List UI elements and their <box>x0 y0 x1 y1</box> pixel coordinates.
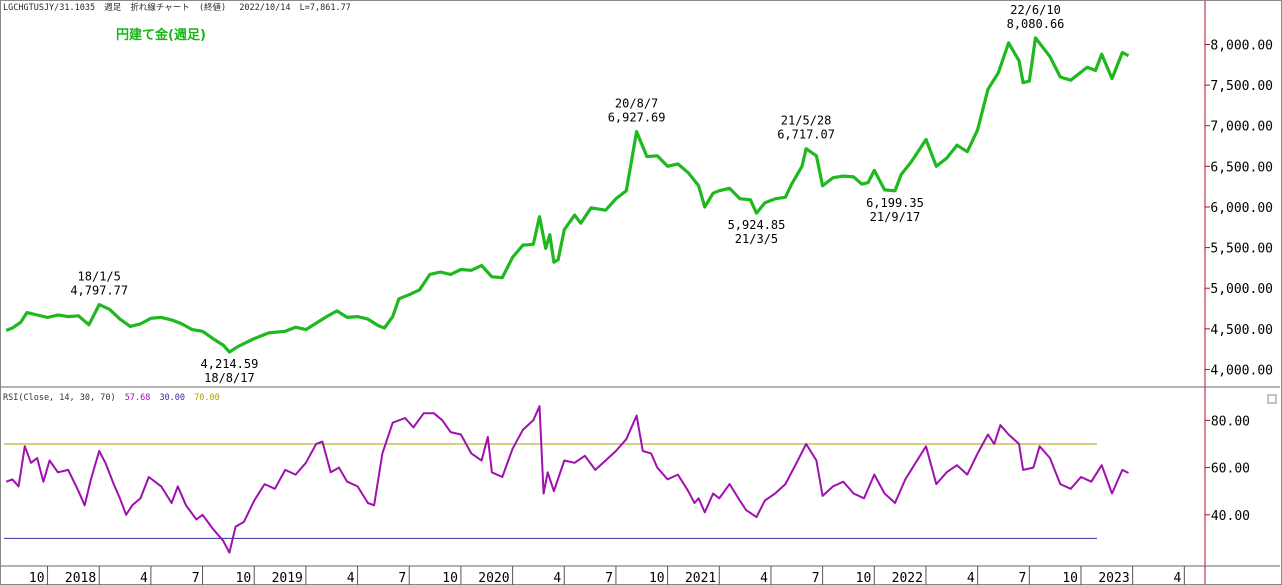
price-tick-label: 7,500.00 <box>1210 79 1273 94</box>
annotation-text: 6,199.35 <box>866 196 924 210</box>
annotation-text: 18/8/17 <box>204 371 255 385</box>
rsi-lower: 30.00 <box>159 393 185 403</box>
annotation-text: 21/3/5 <box>735 232 778 246</box>
header-symbol: LGCHGTUSJY/31.1035 <box>3 3 95 13</box>
rsi-tick-label: 80.00 <box>1211 414 1250 429</box>
price-tick-label: 4,500.00 <box>1210 323 1273 338</box>
annotation-text: 22/6/10 <box>1010 3 1061 17</box>
chart-header: LGCHGTUSJY/31.1035 週足 折れ線チャート (終値) 2022/… <box>3 2 351 13</box>
price-annotation: 21/5/286,717.07 <box>777 114 835 142</box>
annotation-text: 6,927.69 <box>608 111 666 125</box>
annotation-text: 20/8/7 <box>615 97 658 111</box>
header-price-kind: (終値) <box>199 2 226 13</box>
x-tick-label: 4 <box>140 571 148 585</box>
chart-title: 円建て金(週足) <box>116 27 206 43</box>
annotation-text: 4,797.77 <box>70 284 128 298</box>
x-tick-label: 2020 <box>478 571 509 585</box>
header-chart-kind: 折れ線チャート <box>130 2 189 13</box>
rsi-header: RSI(Close, 14, 30, 70) 57.68 30.00 70.00 <box>3 393 220 403</box>
annotation-text: 21/9/17 <box>870 210 921 224</box>
x-tick-label: 10 <box>442 571 458 585</box>
annotation-text: 8,080.66 <box>1007 17 1065 31</box>
x-tick-label: 10 <box>236 571 252 585</box>
price-tick-label: 6,500.00 <box>1210 160 1273 175</box>
header-last-date: 2022/10/14 <box>239 3 290 13</box>
x-tick-label: 4 <box>760 571 768 585</box>
annotation-text: 4,214.59 <box>201 357 259 371</box>
x-tick-label: 7 <box>812 571 820 585</box>
x-tick-label: 2018 <box>65 571 96 585</box>
x-tick-label: 4 <box>553 571 561 585</box>
x-tick-label: 2023 <box>1098 571 1129 585</box>
rsi-corner-box <box>1267 394 1277 404</box>
price-tick-label: 5,500.00 <box>1210 242 1273 257</box>
rsi-upper: 70.00 <box>194 393 220 403</box>
price-y-axis: 4,000.00 4,500.00 5,000.00 5,500.00 6,000.00… <box>1205 38 1273 378</box>
price-series-line <box>5 36 1130 354</box>
x-tick-label: 2021 <box>685 571 716 585</box>
x-tick-label: 2019 <box>272 571 303 585</box>
price-tick-label: 7,000.00 <box>1210 120 1273 135</box>
rsi-y-axis: 40.00 60.00 80.00 <box>1205 414 1250 524</box>
x-tick-label: 7 <box>398 571 406 585</box>
x-axis: 10 2018 4 7 10 2019 4 7 10 2020 4 7 10 2021 4 7 10 2022 4 7… <box>29 566 1185 585</box>
x-tick-label: 2022 <box>892 571 923 585</box>
x-tick-label: 4 <box>967 571 975 585</box>
price-tick-label: 4,000.00 <box>1210 363 1273 378</box>
rsi-label: RSI(Close, 14, 30, 70) <box>3 393 116 403</box>
rsi-plot <box>4 405 1129 554</box>
price-tick-label: 6,000.00 <box>1210 201 1273 216</box>
annotation-text: 18/1/5 <box>78 270 121 284</box>
rsi-value: 57.68 <box>125 393 151 403</box>
rsi-tick-label: 40.00 <box>1211 509 1250 524</box>
x-tick-label: 7 <box>192 571 200 585</box>
x-tick-label: 10 <box>29 571 45 585</box>
price-annotation: 22/6/108,080.66 <box>1007 3 1065 31</box>
annotation-text: 6,717.07 <box>777 128 835 142</box>
rsi-series-line <box>5 405 1129 554</box>
price-tick-label: 8,000.00 <box>1210 38 1273 53</box>
price-annotation: 20/8/76,927.69 <box>608 97 666 125</box>
price-annotation: 18/1/54,797.77 <box>70 270 128 298</box>
x-tick-label: 7 <box>605 571 613 585</box>
price-plot <box>5 36 1130 354</box>
header-last-value: L=7,861.77 <box>300 3 351 13</box>
price-tick-label: 5,000.00 <box>1210 282 1273 297</box>
x-tick-label: 10 <box>649 571 665 585</box>
x-tick-label: 4 <box>347 571 355 585</box>
x-tick-label: 7 <box>1018 571 1026 585</box>
annotation-text: 21/5/28 <box>781 114 832 128</box>
header-period: 週足 <box>104 3 122 13</box>
x-tick-label: 10 <box>1062 571 1078 585</box>
rsi-tick-label: 60.00 <box>1211 462 1250 477</box>
x-tick-label: 10 <box>856 571 872 585</box>
annotation-text: 5,924.85 <box>728 218 786 232</box>
x-tick-label: 4 <box>1174 571 1182 585</box>
